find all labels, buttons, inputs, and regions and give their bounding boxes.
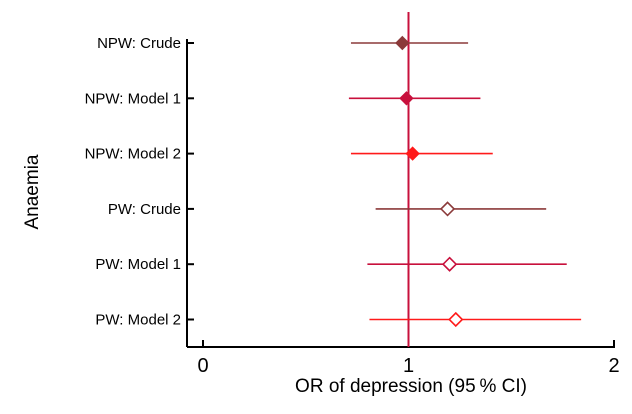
forest-row: NPW: Model 2 [85,146,493,163]
x-tick-label: 2 [608,355,619,377]
x-axis-title: OR of depression (95 % CI) [295,376,527,397]
row-label: NPW: Model 2 [85,146,181,163]
forest-row: PW: Model 2 [95,311,582,329]
row-label: NPW: Crude [97,35,181,52]
row-label: NPW: Model 1 [85,90,181,107]
point-estimate-marker [439,201,456,217]
point-estimate-marker [448,311,464,328]
x-tick-label: 0 [197,355,208,377]
forest-row: NPW: Crude [97,35,469,52]
x-tick-label: 1 [403,355,414,377]
row-label: PW: Crude [108,201,181,218]
row-label: PW: Model 1 [95,256,181,273]
plot-axes: 0 1 2 [186,12,620,377]
point-estimate-marker [395,35,410,51]
plot-rows: NPW: Crude NPW: Model 1 NPW: Model 2 PW: Cr… [85,35,582,329]
forest-row: PW: Model 1 [95,256,567,273]
point-estimate-marker [405,146,420,161]
forest-row: PW: Crude [108,201,547,218]
row-label: PW: Model 2 [95,312,181,329]
y-axis-title: Anaemia [22,154,43,229]
forest-row: NPW: Model 1 [85,90,481,107]
point-estimate-marker [399,91,414,106]
point-estimate-marker [441,256,458,272]
